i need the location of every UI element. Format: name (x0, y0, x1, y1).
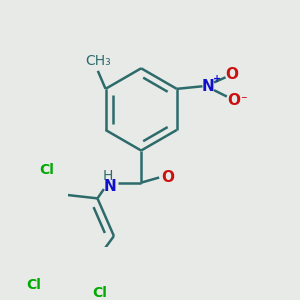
Text: Cl: Cl (39, 163, 54, 177)
Text: CH₃: CH₃ (85, 54, 111, 68)
Text: N: N (201, 79, 214, 94)
Text: O: O (226, 67, 238, 82)
Text: O: O (227, 93, 240, 108)
Text: N: N (104, 179, 117, 194)
Text: H: H (103, 169, 113, 183)
Text: Cl: Cl (26, 278, 41, 292)
Text: +: + (212, 74, 220, 84)
Text: Cl: Cl (92, 286, 107, 300)
Text: ⁻: ⁻ (240, 94, 247, 107)
Text: O: O (162, 170, 175, 185)
